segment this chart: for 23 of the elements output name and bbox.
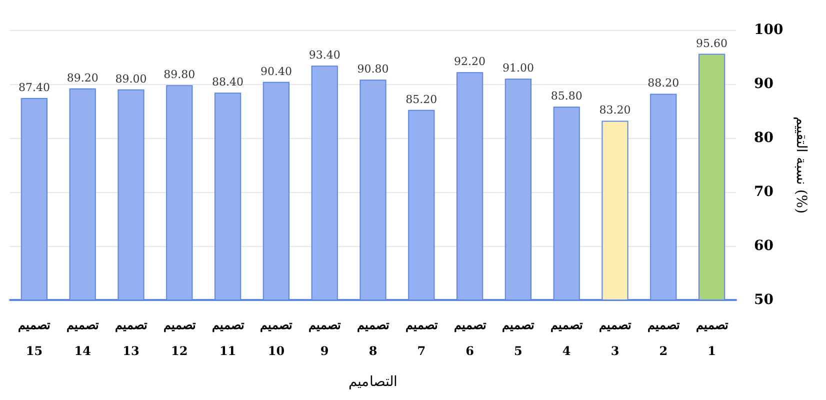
data-label: 91.00 bbox=[502, 62, 534, 75]
data-label: 88.40 bbox=[212, 76, 244, 89]
y-tick-label: 50 bbox=[754, 292, 774, 308]
data-label: 89.00 bbox=[115, 72, 147, 86]
data-label: 88.20 bbox=[648, 76, 680, 90]
data-label: 95.60 bbox=[696, 36, 728, 50]
data-label: 83.20 bbox=[599, 104, 631, 117]
y-tick-label: 60 bbox=[754, 238, 774, 254]
data-label: 85.80 bbox=[550, 90, 582, 103]
y-axis-title: نسبة التقييم (%) bbox=[793, 116, 810, 214]
y-tick-label: 100 bbox=[754, 22, 784, 38]
data-label: 90.80 bbox=[357, 62, 389, 76]
y-tick-label: 80 bbox=[754, 130, 774, 146]
y-tick-label: 90 bbox=[754, 76, 774, 92]
data-label: 93.40 bbox=[308, 48, 340, 62]
data-label: 89.80 bbox=[164, 68, 196, 82]
data-label: 89.20 bbox=[66, 71, 98, 84]
x-axis-title: التصاميم bbox=[348, 374, 398, 390]
data-label: 87.40 bbox=[18, 81, 50, 94]
data-label: 85.20 bbox=[406, 92, 438, 106]
data-label: 92.20 bbox=[454, 55, 486, 68]
y-tick-label: 70 bbox=[754, 184, 774, 200]
data-label: 90.40 bbox=[260, 64, 292, 78]
